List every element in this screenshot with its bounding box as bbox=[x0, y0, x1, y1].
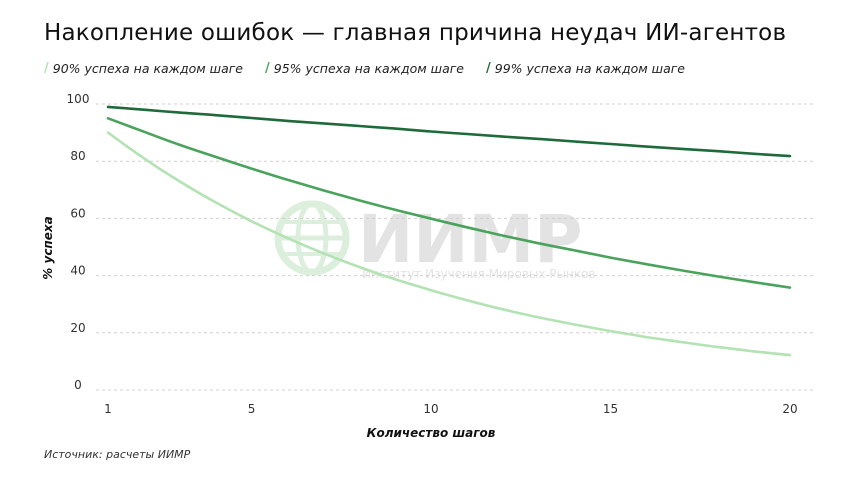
x-tick-label-10: 10 bbox=[423, 402, 438, 416]
x-tick-label-15: 15 bbox=[603, 402, 618, 416]
y-tick-label-80: 80 bbox=[70, 149, 85, 163]
x-tick-label-1: 1 bbox=[104, 402, 112, 416]
y-axis-title: % успеха bbox=[41, 216, 55, 279]
watermark-subtitle: Институт Изучения Мировых Рынков bbox=[362, 267, 596, 281]
legend-label-95: 95% успеха на каждом шаге bbox=[273, 61, 464, 76]
watermark: ИИМР Институт Изучения Мировых Рынков bbox=[274, 200, 596, 281]
plot-area bbox=[106, 105, 792, 357]
series-line-2 bbox=[106, 105, 792, 158]
y-tick-label-0: 0 bbox=[74, 378, 82, 392]
legend-item-95: / 95% успеха на каждом шаге bbox=[265, 61, 464, 76]
chart-title: Накопление ошибок — главная причина неуд… bbox=[44, 20, 787, 46]
series-line-0 bbox=[106, 131, 792, 357]
x-tick-label-5: 5 bbox=[248, 402, 256, 416]
y-tick-label-20: 20 bbox=[70, 321, 85, 335]
series-line-1 bbox=[106, 117, 792, 289]
legend-label-90: 90% успеха на каждом шаге bbox=[52, 61, 243, 76]
legend-swatch-95-icon: / bbox=[265, 61, 270, 76]
x-axis-title: Количество шагов bbox=[367, 426, 496, 440]
legend-item-90: / 90% успеха на каждом шаге bbox=[44, 61, 243, 76]
watermark-logo-text: ИИМР bbox=[358, 201, 583, 278]
y-tick-label-100: 100 bbox=[67, 92, 90, 106]
x-axis: 1 5 10 15 20 bbox=[104, 402, 797, 416]
legend: / 90% успеха на каждом шаге / 95% успеха… bbox=[44, 61, 685, 76]
y-axis: 0 20 40 60 80 100 bbox=[67, 92, 90, 392]
y-tick-label-40: 40 bbox=[70, 264, 85, 278]
legend-item-99: / 99% успеха на каждом шаге bbox=[486, 61, 685, 76]
legend-label-99: 99% успеха на каждом шаге bbox=[494, 61, 685, 76]
source-note: Источник: расчеты ИИМР bbox=[44, 448, 191, 461]
legend-swatch-99-icon: / bbox=[486, 61, 491, 76]
x-tick-label-20: 20 bbox=[782, 402, 797, 416]
y-tick-label-60: 60 bbox=[70, 206, 85, 220]
legend-swatch-90-icon: / bbox=[44, 61, 49, 76]
globe-icon bbox=[274, 200, 350, 276]
